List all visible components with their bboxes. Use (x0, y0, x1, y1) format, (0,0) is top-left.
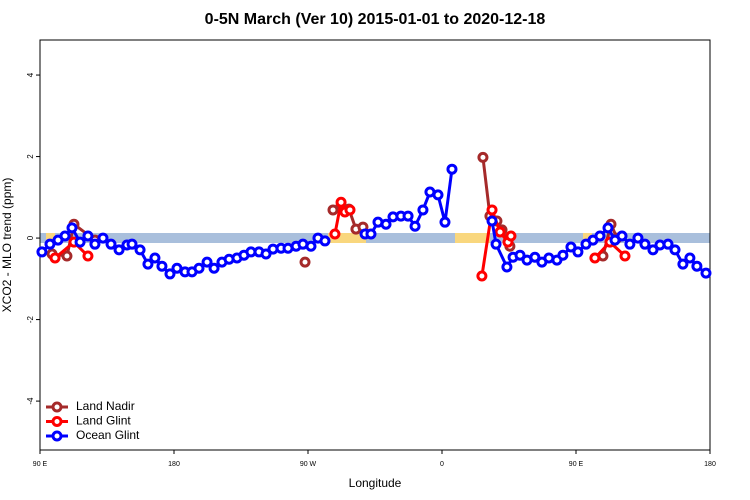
data-point (329, 228, 341, 240)
data-point (602, 222, 614, 234)
data-point (260, 248, 272, 260)
data-point (647, 244, 659, 256)
y-tick-label: 4 (26, 72, 35, 77)
legend-marker (51, 416, 63, 427)
data-point (59, 230, 71, 242)
data-point (44, 238, 56, 250)
data-point (126, 238, 138, 250)
data-point (113, 244, 125, 256)
y-tick-label: 2 (26, 154, 35, 159)
data-point (572, 246, 584, 258)
data-point (66, 222, 78, 234)
data-point (319, 235, 331, 247)
data-point (164, 268, 176, 280)
data-point (327, 204, 339, 216)
data-point (684, 252, 696, 264)
data-point (501, 261, 513, 273)
y-tick-label: -4 (26, 397, 35, 405)
data-point (677, 258, 689, 270)
data-point (49, 252, 61, 264)
land-band (455, 233, 490, 243)
data-point (476, 270, 488, 282)
land-band (583, 233, 592, 243)
x-tick-label: 180 (168, 461, 180, 468)
data-point (97, 232, 109, 244)
data-point (529, 251, 541, 263)
plot-frame (39, 39, 711, 451)
data-point (36, 246, 48, 258)
data-point (700, 267, 712, 279)
chart-title: 0-5N March (Ver 10) 2015-01-01 to 2020-1… (205, 11, 546, 28)
data-point (134, 244, 146, 256)
data-point (335, 196, 347, 208)
x-tick-label: 0 (440, 461, 444, 468)
data-point (594, 230, 606, 242)
data-point (82, 230, 94, 242)
y-tick-label: -2 (26, 315, 35, 323)
legend-label: Land Nadir (76, 399, 135, 413)
data-point (662, 238, 674, 250)
data-point (565, 241, 577, 253)
data-point (477, 151, 489, 163)
data-point (619, 250, 631, 262)
data-point (624, 238, 636, 250)
data-point (514, 249, 526, 261)
data-point (632, 232, 644, 244)
data-point (299, 256, 311, 268)
legend-marker (51, 401, 63, 413)
data-point (344, 204, 356, 216)
data-point (439, 216, 451, 228)
legend-marker (51, 430, 63, 442)
land-band (328, 233, 366, 243)
x-tick-label: 180 (704, 461, 716, 468)
x-tick-label: 90 W (300, 461, 317, 468)
data-point (305, 240, 317, 252)
data-point (201, 256, 213, 268)
data-point (494, 226, 506, 238)
data-point (639, 238, 651, 250)
data-point (589, 252, 601, 264)
land-band (46, 233, 55, 243)
data-point (365, 228, 377, 240)
data-point (432, 189, 444, 201)
legend-label: Land Glint (76, 414, 131, 428)
data-point (691, 260, 703, 272)
data-point (156, 260, 168, 272)
data-point (486, 204, 498, 216)
data-point (82, 250, 94, 262)
data-point (505, 230, 517, 242)
data-point (402, 210, 414, 222)
y-axis-label: XCO2 - MLO trend (ppm) (0, 178, 14, 313)
data-point (74, 236, 86, 248)
data-point (490, 238, 502, 250)
data-point (417, 204, 429, 216)
data-point (380, 218, 392, 230)
y-tick-label: 0 (26, 235, 35, 240)
coverage-band (40, 233, 710, 243)
data-point (89, 238, 101, 250)
data-point (193, 262, 205, 274)
data-point (409, 220, 421, 232)
data-point (446, 163, 458, 175)
data-point (61, 250, 73, 262)
data-point (208, 262, 220, 274)
data-point (486, 215, 498, 227)
data-point (669, 244, 681, 256)
data-point (149, 252, 161, 264)
legend-label: Ocean Glint (76, 428, 140, 442)
x-tick-label: 90 E (33, 461, 48, 468)
data-point (557, 249, 569, 261)
data-point (105, 238, 117, 250)
data-point (142, 258, 154, 270)
x-axis-label: Longitude (349, 476, 402, 490)
data-point (616, 230, 628, 242)
x-tick-label: 90 E (569, 461, 584, 468)
